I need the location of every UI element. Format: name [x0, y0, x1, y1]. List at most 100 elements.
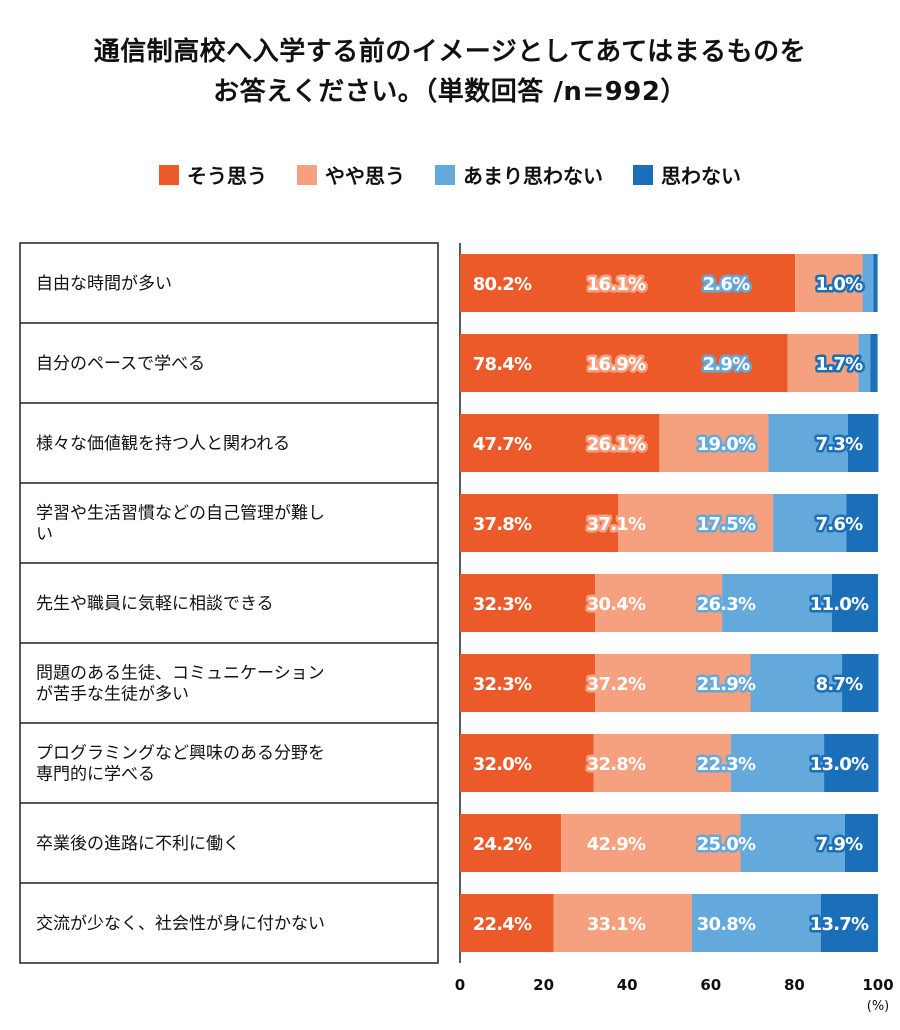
data-label: 47.7% [473, 434, 532, 455]
bar-segment [460, 814, 562, 872]
category-label: 自由な時間が多い [36, 274, 172, 294]
tick-label: 100 [862, 976, 893, 994]
bar-segment [659, 414, 769, 472]
data-label: 7.6% [816, 514, 863, 535]
bar-segment [847, 414, 879, 472]
bar-segment [722, 574, 833, 632]
legend-label: 思わない [661, 164, 741, 188]
legend-item-amari-omowanai: あまり思わない [435, 160, 603, 189]
category-label: が苦手な生徒が多い [36, 685, 189, 705]
title-line-1: 通信制高校へ入学する前のイメージとしてあてはまるものを [93, 37, 807, 67]
bar-segment [460, 254, 796, 312]
bar-segment [824, 734, 879, 792]
data-label: 13.7% [810, 914, 869, 935]
data-label: 30.8% [697, 914, 756, 935]
data-label: 2.9% [703, 354, 750, 375]
bar-segment [750, 654, 843, 712]
legend-item-omowanai: 思わない [633, 160, 741, 189]
chart-title: 通信制高校へ入学する前のイメージとしてあてはまるものを お答えください。（単数回… [0, 32, 900, 112]
tick-label: 60 [700, 976, 721, 994]
bar-segment [460, 574, 596, 632]
legend-label: やや思う [325, 164, 405, 188]
data-label: 42.9% [587, 834, 646, 855]
data-label: 16.1% [587, 274, 646, 295]
bar-segment [460, 494, 619, 552]
data-label: 32.3% [473, 594, 532, 615]
bar-segment [460, 654, 596, 712]
legend-item-yaya-omou: やや思う [297, 160, 405, 189]
data-label: 80.2% [473, 274, 532, 295]
data-label: 2.6% [703, 274, 750, 295]
bar-segment [553, 894, 692, 952]
legend-item-sou-omou: そう思う [159, 160, 267, 189]
data-label: 19.0% [697, 434, 756, 455]
bar-segment [858, 334, 871, 392]
bar-segment [740, 814, 845, 872]
legend-swatch [159, 164, 179, 185]
bar-segment [593, 734, 731, 792]
bar-segment [846, 494, 878, 552]
data-label: 13.0% [810, 754, 869, 775]
bar-segment [870, 334, 878, 392]
data-label: 26.1% [587, 434, 646, 455]
bar-segment [768, 414, 848, 472]
data-label: 32.0% [473, 754, 532, 775]
category-label: プログラミングなど興味のある分野を [36, 744, 325, 764]
data-label: 37.1% [587, 514, 646, 535]
data-label: 16.9% [587, 354, 646, 375]
category-label: 先生や職員に気軽に相談できる [36, 594, 274, 614]
bar-segment [460, 334, 788, 392]
bar-segment [842, 654, 879, 712]
data-label: 32.3% [473, 674, 532, 695]
data-label: 8.7% [816, 674, 863, 695]
bar-segment [691, 894, 821, 952]
data-label: 1.0% [816, 274, 863, 295]
bar-segment [787, 334, 859, 392]
data-label: 32.8% [587, 754, 646, 775]
bar-segment [832, 574, 878, 632]
category-label: 卒業後の進路に不利に働く [36, 834, 240, 854]
bar-segment [820, 894, 878, 952]
bar-segment [618, 494, 774, 552]
tick-label: 80 [784, 976, 805, 994]
bar-segment [862, 254, 874, 312]
bar-segment [460, 894, 554, 952]
legend-swatch [633, 164, 653, 185]
category-label: 自分のペースで学べる [36, 354, 205, 374]
bar-segment [561, 814, 741, 872]
category-box-frame [19, 242, 439, 964]
data-label: 22.3% [697, 754, 756, 775]
data-label: 11.0% [810, 594, 869, 615]
category-label: 専門的に学べる [36, 765, 155, 785]
category-label: い [36, 525, 53, 545]
bar-segment [773, 494, 847, 552]
category-label: 学習や生活習慣などの自己管理が難し [36, 504, 325, 524]
bar-segment [460, 734, 594, 792]
tick-label: 20 [533, 976, 554, 994]
data-label: 1.7% [816, 354, 863, 375]
bar-segment [795, 254, 863, 312]
bar-segment [460, 414, 660, 472]
data-label: 33.1% [587, 914, 646, 935]
data-label: 37.2% [587, 674, 646, 695]
data-label: 17.5% [697, 514, 756, 535]
data-label: 22.4% [473, 914, 532, 935]
legend-label: あまり思わない [463, 164, 603, 188]
bar-segment [844, 814, 878, 872]
legend-swatch [297, 164, 317, 185]
data-label: 26.3% [697, 594, 756, 615]
data-label: 25.0% [697, 834, 756, 855]
tick-label: 0 [455, 976, 465, 994]
bar-segment [595, 654, 751, 712]
title-line-2: お答えください。（単数回答 /n=992） [213, 77, 687, 107]
data-label: 37.8% [473, 514, 532, 535]
unit-label: (%) [867, 999, 890, 1014]
bar-segment [873, 254, 878, 312]
category-label: 問題のある生徒、コミュニケーション [36, 664, 325, 684]
data-label: 24.2% [473, 834, 532, 855]
category-label: 様々な価値観を持つ人と関われる [36, 434, 290, 454]
bar-segment [595, 574, 723, 632]
category-label: 交流が少なく、社会性が身に付かない [36, 914, 325, 934]
data-label: 7.9% [816, 834, 863, 855]
